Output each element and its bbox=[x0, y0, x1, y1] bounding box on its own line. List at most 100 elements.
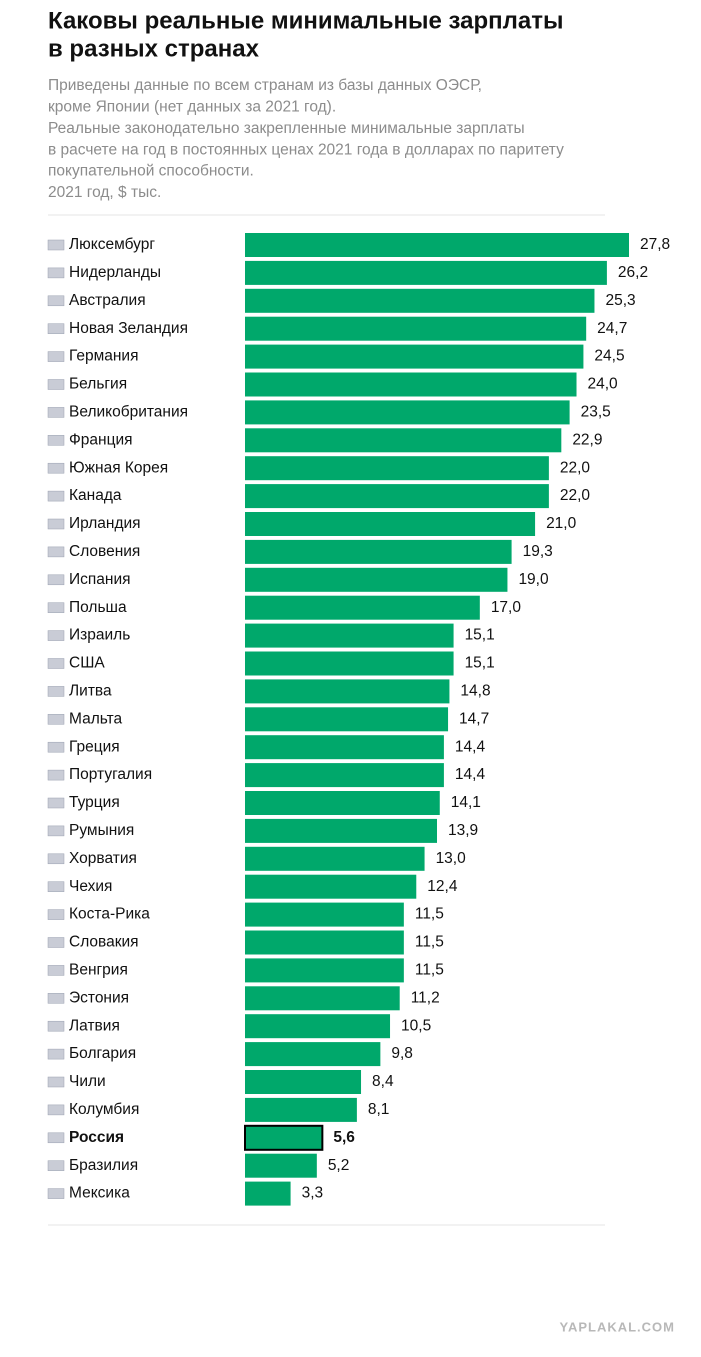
category-label: Великобритания bbox=[69, 403, 188, 420]
subtitle: 2021 год, $ тыс. bbox=[48, 184, 161, 201]
value-label: 27,8 bbox=[640, 236, 670, 253]
value-label: 5,2 bbox=[328, 1157, 350, 1174]
category-label: Бельгия bbox=[69, 376, 127, 393]
value-label: 13,0 bbox=[436, 850, 467, 867]
flag bbox=[47, 686, 65, 697]
value-label: 15,1 bbox=[465, 627, 495, 644]
category-label: Бразилия bbox=[69, 1157, 138, 1174]
flag bbox=[47, 323, 65, 334]
bar bbox=[245, 456, 549, 481]
bar bbox=[245, 288, 595, 313]
subtitle: в расчете на год в постоянных ценах 2021… bbox=[48, 141, 564, 158]
category-label: Болгария bbox=[69, 1045, 136, 1062]
bar bbox=[245, 735, 444, 760]
value-label: 14,1 bbox=[451, 794, 481, 811]
category-label: Литва bbox=[69, 682, 112, 699]
bar bbox=[244, 1124, 324, 1151]
flag bbox=[47, 769, 65, 781]
flag bbox=[47, 379, 65, 390]
flag bbox=[47, 351, 65, 362]
value-label: 11,2 bbox=[411, 989, 440, 1006]
bar bbox=[245, 260, 607, 285]
flag bbox=[47, 993, 65, 1004]
value-label: 10,5 bbox=[401, 1017, 431, 1034]
flag bbox=[47, 267, 65, 279]
flag bbox=[47, 797, 65, 809]
bar bbox=[245, 372, 577, 397]
value-label: 14,4 bbox=[455, 738, 486, 755]
bar bbox=[245, 1097, 357, 1122]
flag bbox=[47, 574, 65, 586]
subtitle: кроме Японии (нет данных за 2021 год). bbox=[48, 98, 336, 115]
bar bbox=[245, 930, 404, 955]
bar bbox=[245, 484, 549, 509]
bar bbox=[245, 874, 417, 899]
value-label: 15,1 bbox=[465, 655, 495, 672]
category-label: Мексика bbox=[69, 1185, 130, 1202]
flag bbox=[47, 239, 65, 251]
bar bbox=[245, 400, 570, 425]
category-label: Португалия bbox=[69, 766, 152, 783]
bar bbox=[245, 902, 404, 927]
bar bbox=[245, 1042, 381, 1067]
bar bbox=[245, 679, 450, 704]
category-label: Польша bbox=[69, 599, 127, 616]
value-label: 22,9 bbox=[572, 431, 602, 448]
value-label: 22,0 bbox=[560, 487, 591, 504]
category-label: Россия bbox=[69, 1129, 124, 1146]
bar bbox=[245, 986, 400, 1011]
value-label: 9,8 bbox=[391, 1045, 413, 1062]
category-label: Словения bbox=[69, 543, 140, 560]
value-label: 25,3 bbox=[605, 292, 635, 309]
watermark: YAPLAKAL.COM bbox=[559, 1319, 675, 1334]
value-label: 23,5 bbox=[581, 403, 611, 420]
bar bbox=[245, 707, 449, 732]
value-label: 17,0 bbox=[491, 599, 522, 616]
category-label: Нидерланды bbox=[69, 264, 161, 281]
value-label: 11,5 bbox=[415, 906, 444, 923]
flag bbox=[47, 741, 65, 753]
value-label: 26,2 bbox=[618, 264, 648, 281]
flag bbox=[47, 658, 65, 669]
bar bbox=[245, 512, 536, 536]
flag bbox=[47, 965, 65, 976]
value-label: 11,5 bbox=[415, 934, 444, 951]
category-label: Германия bbox=[69, 348, 139, 365]
flag bbox=[47, 1160, 65, 1171]
category-label: Греция bbox=[69, 738, 120, 755]
category-label: Коста-Рика bbox=[69, 906, 150, 923]
value-label: 11,5 bbox=[415, 961, 444, 978]
category-label: Испания bbox=[69, 571, 131, 588]
category-label: Эстония bbox=[69, 989, 129, 1006]
flag bbox=[47, 630, 65, 641]
value-label: 14,8 bbox=[460, 682, 490, 699]
bar bbox=[245, 316, 587, 341]
bar bbox=[245, 539, 512, 564]
flag bbox=[47, 435, 65, 446]
value-label: 13,9 bbox=[448, 822, 478, 839]
value-label: 14,4 bbox=[455, 766, 486, 783]
chart-title: в разных странах bbox=[48, 35, 260, 62]
category-label: Турция bbox=[69, 794, 120, 811]
bar bbox=[245, 1070, 362, 1094]
value-label: 8,4 bbox=[372, 1073, 394, 1090]
category-label: Ирландия bbox=[69, 515, 141, 532]
bar bbox=[245, 1153, 317, 1178]
flag bbox=[47, 490, 65, 502]
category-label: Канада bbox=[69, 487, 122, 504]
value-label: 24,0 bbox=[588, 376, 619, 393]
bar bbox=[245, 846, 425, 871]
category-label: Австралия bbox=[69, 292, 146, 309]
category-label: Чили bbox=[69, 1073, 106, 1090]
bar bbox=[245, 763, 444, 788]
value-label: 14,7 bbox=[459, 710, 489, 727]
category-label: Мальта bbox=[69, 710, 123, 727]
category-label: Новая Зеландия bbox=[69, 320, 188, 337]
value-label: 19,3 bbox=[523, 543, 553, 560]
category-label: Латвия bbox=[69, 1017, 120, 1034]
flag bbox=[47, 1132, 65, 1144]
value-label: 21,0 bbox=[546, 515, 577, 532]
flag bbox=[47, 1020, 65, 1032]
subtitle: Приведены данные по всем странам из базы… bbox=[48, 77, 482, 94]
